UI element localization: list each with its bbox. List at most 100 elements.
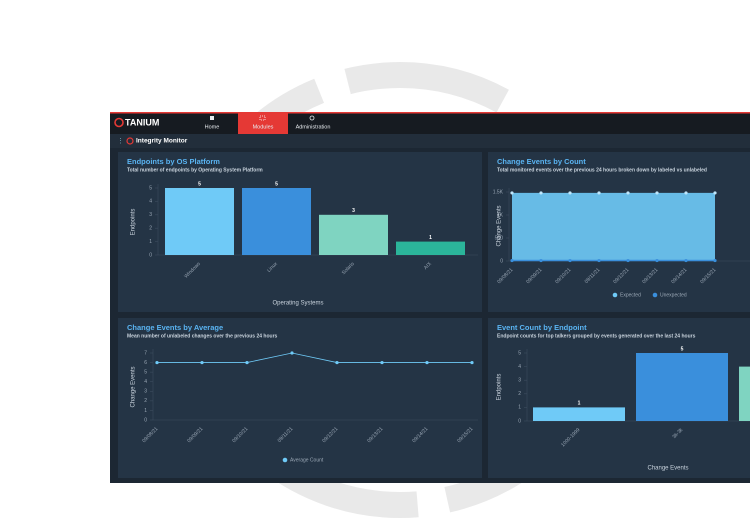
y-tick-label: 7	[144, 350, 147, 356]
menu-dots[interactable]: ⋮	[117, 138, 124, 145]
legend-swatch	[612, 292, 618, 298]
admin-icon	[309, 115, 315, 121]
top-accent	[110, 112, 750, 114]
home-icon	[210, 116, 214, 120]
dashboard: TANIUM Home Modules Administration Integ…	[110, 112, 750, 483]
legend-label: Expected	[620, 292, 641, 298]
bar	[739, 366, 750, 421]
y-tick-label: 0	[518, 418, 521, 424]
point	[568, 191, 572, 195]
bar	[533, 407, 625, 421]
top-bar	[110, 112, 750, 134]
legend-swatch	[652, 292, 658, 298]
nav-active[interactable]	[238, 113, 288, 135]
y-tick-label: 3	[144, 389, 147, 395]
line	[157, 352, 472, 363]
y-tick-label: 0	[144, 417, 147, 423]
y-tick-label: 4	[518, 364, 521, 370]
nav-item[interactable]: Modules	[253, 124, 274, 130]
logo: TANIUM	[125, 117, 159, 127]
y-tick-label: 6	[144, 360, 147, 366]
panel-subtitle: Mean number of unlabeled changes over th…	[127, 333, 278, 339]
y-tick-label: 1	[149, 239, 152, 245]
point	[713, 258, 717, 263]
point	[200, 360, 204, 365]
area	[512, 192, 715, 261]
point	[626, 191, 630, 195]
x-tick-label: AIX	[423, 261, 433, 271]
data-label: 1	[578, 401, 581, 407]
point	[380, 360, 384, 365]
y-tick-label: 1K	[497, 212, 504, 218]
point	[597, 258, 601, 263]
point	[510, 258, 514, 263]
data-label: 5	[198, 181, 201, 187]
point	[684, 191, 688, 195]
y-axis-label: Change Events	[497, 205, 503, 246]
data-label: 5	[275, 181, 278, 187]
bar	[165, 188, 234, 255]
y-tick-label: 3	[149, 212, 152, 218]
point	[597, 191, 601, 195]
panel-subtitle: Endpoint counts for top talkers grouped …	[497, 333, 696, 339]
y-tick-label: 2	[144, 398, 147, 404]
bar	[636, 353, 728, 421]
x-axis-label: Operating Systems	[272, 301, 323, 307]
point	[155, 360, 159, 365]
y-axis-label: Endpoints	[497, 374, 503, 401]
y-tick-label: 500	[495, 235, 504, 241]
y-tick-label: 2	[149, 226, 152, 232]
y-tick-label: 5	[144, 369, 147, 375]
app-title: Integrity Monitor	[136, 138, 188, 145]
panel-subtitle: Total monitored events over the previous…	[497, 167, 707, 173]
bar	[396, 241, 465, 255]
y-tick-label: 1	[518, 405, 521, 411]
app-icon	[126, 137, 134, 145]
point	[655, 258, 659, 263]
nav-item[interactable]: Administration	[296, 124, 331, 130]
panel-title: Event Count by Endpoint	[497, 323, 587, 332]
panel-title: Change Events by Average	[127, 323, 223, 332]
legend-label: Unexpected	[660, 292, 687, 298]
y-tick-label: 4	[149, 199, 152, 205]
legend-swatch	[282, 457, 288, 463]
point	[510, 191, 514, 195]
nav-item[interactable]: Home	[205, 124, 220, 130]
point	[245, 360, 249, 365]
y-tick-label: 5	[518, 350, 521, 356]
bar	[242, 188, 311, 255]
modules-icon	[259, 115, 266, 121]
bar	[319, 214, 388, 255]
point	[684, 258, 688, 263]
point	[713, 191, 717, 195]
y-tick-label: 3	[518, 378, 521, 384]
point	[335, 360, 339, 365]
point	[655, 191, 659, 195]
panel-subtitle: Total number of endpoints by Operating S…	[127, 167, 263, 173]
panel	[118, 318, 482, 478]
logo-icon	[114, 117, 124, 128]
y-tick-label: 1.5K	[493, 189, 504, 195]
y-tick-label: 0	[149, 252, 152, 258]
y-tick-label: 4	[144, 379, 147, 385]
y-tick-label: 1	[144, 408, 147, 414]
panel-title: Change Events by Count	[497, 157, 586, 166]
y-axis-label: Change Events	[131, 366, 137, 407]
point	[568, 258, 572, 263]
point	[539, 258, 543, 263]
x-axis-label: Change Events	[647, 466, 688, 472]
point	[425, 360, 429, 365]
sub-bar	[110, 134, 750, 148]
data-label: 5	[681, 346, 684, 352]
y-axis-label: Endpoints	[131, 209, 137, 236]
point	[470, 360, 474, 365]
panel-title: Endpoints by OS Platform	[127, 157, 220, 166]
data-label: 1	[429, 235, 432, 241]
legend-label: Average Count	[290, 457, 324, 463]
data-label: 3	[352, 208, 355, 214]
y-tick-label: 5	[149, 185, 152, 191]
point	[539, 191, 543, 195]
point	[626, 258, 630, 263]
y-tick-label: 2	[518, 391, 521, 397]
